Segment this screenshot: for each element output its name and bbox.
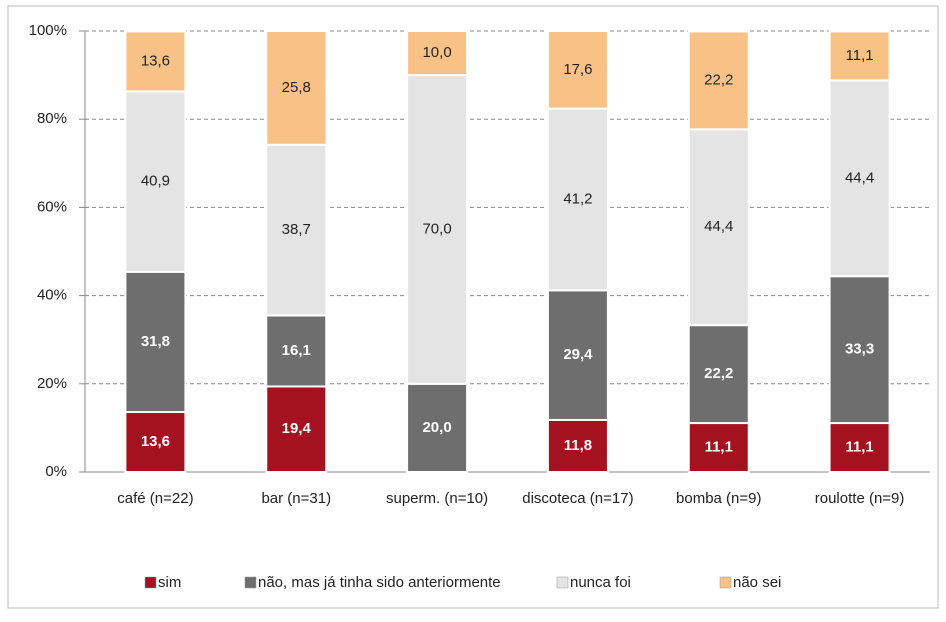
data-label: 13,6 [141, 433, 170, 450]
data-label: 70,0 [422, 220, 451, 237]
data-label: 44,4 [845, 169, 874, 186]
x-tick-label: discoteca (n=17) [522, 490, 633, 507]
data-label: 40,9 [141, 173, 170, 190]
data-label: 17,6 [563, 61, 592, 78]
bar-segment [687, 422, 750, 474]
bar-segment [406, 382, 469, 473]
data-label: 13,6 [141, 52, 170, 69]
x-tick-label: superm. (n=10) [386, 490, 488, 507]
data-label: 41,2 [563, 190, 592, 207]
y-tick-label: 0% [45, 463, 67, 480]
data-label: 25,8 [282, 79, 311, 96]
data-label: 11,1 [846, 47, 874, 64]
bar-segment [828, 79, 891, 278]
legend-swatch [556, 576, 569, 589]
data-label: 31,8 [141, 333, 170, 350]
data-label: 38,7 [282, 221, 311, 238]
y-tick-label: 80% [37, 110, 67, 127]
bar-segment [828, 275, 891, 425]
x-tick-label: roulotte (n=9) [815, 490, 905, 507]
y-tick-label: 100% [29, 22, 67, 39]
bar-segment [265, 385, 328, 474]
x-tick-label: bomba (n=9) [676, 490, 761, 507]
legend-swatch [719, 576, 732, 589]
data-label: 22,2 [704, 365, 733, 382]
bar-segment [546, 418, 609, 474]
legend-label: nunca foi [570, 574, 631, 591]
x-tick-label: café (n=22) [117, 490, 193, 507]
legend-label: não sei [733, 574, 781, 591]
data-label: 16,1 [282, 342, 311, 359]
bar-segment [546, 289, 609, 421]
bar-segment [687, 30, 750, 131]
data-label: 11,8 [564, 437, 592, 454]
bar-segment [406, 30, 469, 77]
data-label: 11,1 [705, 438, 733, 455]
legend-label: não, mas já tinha sido anteriormente [258, 574, 501, 591]
bar-segment [265, 30, 328, 146]
bar-segment [265, 314, 328, 388]
y-tick-label: 20% [37, 375, 67, 392]
legend-label: sim [158, 574, 181, 591]
bar-segment [687, 324, 750, 425]
legend-swatch [144, 576, 157, 589]
data-label: 29,4 [563, 346, 593, 363]
bar-segment [406, 74, 469, 385]
bar-segment [687, 128, 750, 327]
data-label: 22,2 [704, 71, 733, 88]
bar-segment [546, 107, 609, 292]
data-label: 44,4 [704, 218, 733, 235]
y-tick-label: 60% [37, 198, 67, 215]
y-tick-label: 40% [37, 287, 67, 304]
bar-segment [828, 422, 891, 474]
data-label: 10,0 [422, 44, 451, 61]
data-label: 11,1 [845, 438, 873, 455]
bar-segment [265, 143, 328, 317]
data-label: 20,0 [422, 419, 451, 436]
data-label: 33,3 [845, 341, 874, 358]
bar-segment [124, 30, 187, 93]
bar-segment [828, 30, 891, 82]
data-label: 19,4 [282, 420, 312, 437]
bar-segment [546, 30, 609, 110]
legend-swatch [244, 576, 257, 589]
x-tick-label: bar (n=31) [261, 490, 331, 507]
